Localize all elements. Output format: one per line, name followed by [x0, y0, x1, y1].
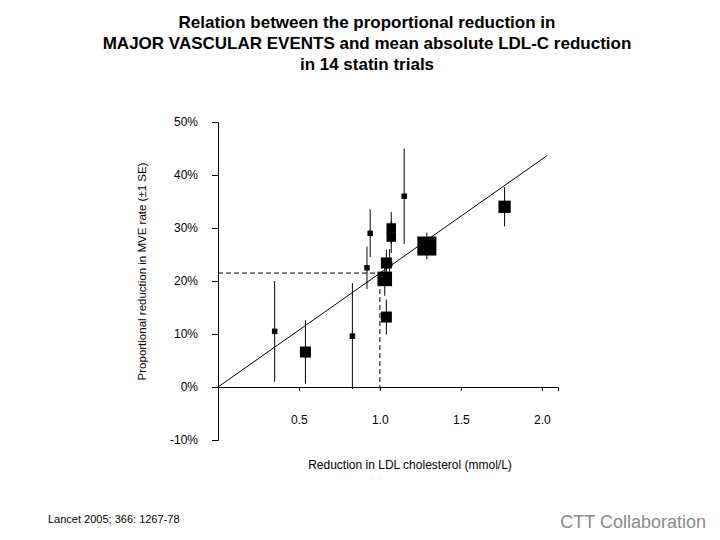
x-tick-mark	[461, 387, 462, 391]
y-tick: 40%	[174, 168, 218, 182]
credit: CTT Collaboration	[560, 512, 706, 532]
x-tick-label: 0.5	[291, 413, 308, 427]
points	[272, 193, 511, 357]
y-tick-mark	[212, 175, 218, 176]
y-tick: 30%	[174, 221, 218, 235]
y-tick-label: 20%	[174, 274, 198, 288]
y-tick-mark	[212, 281, 218, 282]
trial-point	[498, 201, 510, 213]
trial-point	[350, 333, 356, 339]
y-tick: -10%	[170, 433, 218, 447]
trial-point	[401, 193, 407, 199]
y-axis: 50% 40% 30% 20% 10% 0% -10%	[170, 115, 219, 447]
title-line: MAJOR VASCULAR EVENTS and mean absolute …	[103, 34, 632, 53]
y-tick-label: 0%	[181, 380, 199, 394]
reference-horizontal	[218, 273, 380, 274]
x-axis-line	[219, 388, 559, 392]
x-tick-label: 1.0	[372, 413, 389, 427]
x-axis: 0.5 1.0 1.5 2.0	[219, 387, 559, 427]
x-axis-title: Reduction in LDL cholesterol (mmol/L)	[308, 458, 512, 472]
y-tick-mark	[212, 122, 218, 123]
trial-point	[386, 232, 396, 242]
y-tick-label: 10%	[174, 327, 198, 341]
trial-point	[367, 231, 373, 237]
y-tick-mark	[212, 334, 218, 335]
y-tick-mark	[212, 387, 218, 388]
y-tick-label: 50%	[174, 115, 198, 129]
trial-point	[300, 347, 311, 358]
x-tick-label: 1.5	[453, 413, 470, 427]
trial-point	[364, 265, 370, 271]
error-bars	[275, 149, 505, 390]
y-tick: 0%	[181, 380, 218, 394]
regression-line	[218, 156, 547, 387]
y-tick-label: -10%	[170, 433, 198, 447]
x-tick: 1.5	[453, 387, 470, 427]
x-tick: 0.5	[291, 387, 308, 427]
y-axis-line	[212, 123, 219, 441]
trial-point	[386, 223, 396, 233]
x-tick: 2.0	[534, 387, 551, 427]
x-tick-mark	[299, 387, 300, 391]
title-line: Relation between the proportional reduct…	[179, 13, 556, 32]
chart: Relation between the proportional reduct…	[0, 0, 720, 540]
source: Lancet 2005; 366: 1267-78	[48, 513, 180, 525]
y-tick-mark	[212, 228, 218, 229]
x-tick-mark	[380, 387, 381, 391]
reference-vertical	[379, 273, 380, 387]
trial-point	[381, 257, 392, 268]
plot-area	[218, 149, 547, 390]
y-tick: 20%	[174, 274, 218, 288]
y-tick: 50%	[174, 115, 218, 129]
title: Relation between the proportional reduct…	[103, 13, 632, 74]
y-tick-label: 30%	[174, 221, 198, 235]
x-tick-mark	[542, 387, 543, 391]
y-tick: 10%	[174, 327, 218, 341]
trial-point	[417, 236, 436, 255]
y-tick-label: 40%	[174, 168, 198, 182]
y-axis-title: Proportional reduction in MVE rate (±1 S…	[136, 162, 148, 380]
trial-point	[381, 312, 392, 323]
trial-point	[272, 329, 278, 335]
title-line: in 14 statin trials	[300, 55, 434, 74]
y-tick-mark	[212, 440, 218, 441]
x-tick-label: 2.0	[534, 413, 551, 427]
x-tick: 1.0	[372, 387, 389, 427]
